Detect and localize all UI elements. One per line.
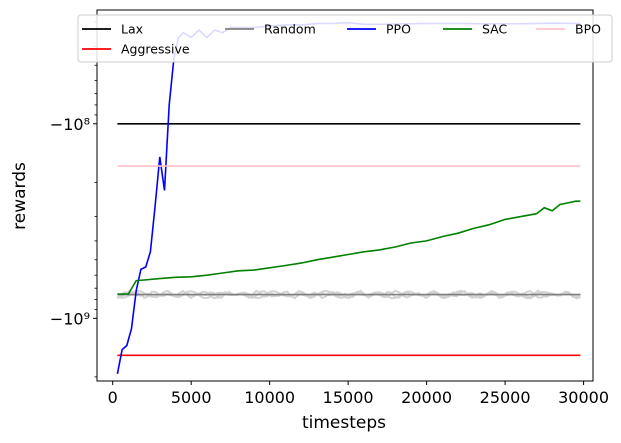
x-tick-label: 30000 bbox=[558, 388, 609, 407]
x-tick-label: 15000 bbox=[323, 388, 374, 407]
plot-background bbox=[97, 10, 593, 381]
x-tick-label: 0 bbox=[108, 388, 118, 407]
y-axis-ticks: −10⁸ −10⁹ bbox=[50, 21, 97, 378]
random-band-line bbox=[116, 289, 582, 300]
legend-box bbox=[77, 14, 613, 63]
x-tick-label: 10000 bbox=[244, 388, 295, 407]
y-axis-label: rewards bbox=[10, 162, 30, 230]
legend-label-bpo: BPO bbox=[575, 22, 601, 37]
legend-label-ppo: PPO bbox=[386, 22, 411, 37]
legend: Lax Random PPO SAC BPO Aggressive bbox=[77, 14, 613, 63]
x-tick-label: 20000 bbox=[401, 388, 452, 407]
x-axis-ticks: 0 5000 10000 15000 20000 25000 30000 bbox=[108, 381, 609, 407]
legend-label-aggressive: Aggressive bbox=[121, 42, 190, 57]
y-tick-label: −10⁹ bbox=[50, 309, 90, 328]
legend-label-random: Random bbox=[264, 22, 316, 37]
x-axis-label: timesteps bbox=[302, 413, 386, 433]
legend-label-lax: Lax bbox=[121, 22, 143, 37]
x-tick-label: 5000 bbox=[171, 388, 212, 407]
series-line-sac bbox=[117, 200, 581, 295]
plot-frame bbox=[96, 9, 594, 382]
x-tick-label: 25000 bbox=[480, 388, 531, 407]
y-tick-label: −10⁸ bbox=[50, 115, 90, 134]
legend-label-sac: SAC bbox=[482, 22, 507, 37]
